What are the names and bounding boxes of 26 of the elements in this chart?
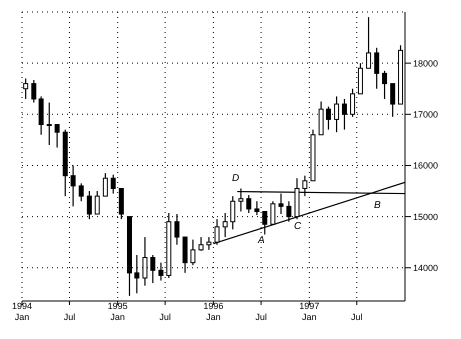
x-tick-label: Jul (64, 312, 76, 322)
annotation: A (258, 235, 265, 246)
candlestick (54, 124, 60, 148)
x-tick-label: 1997 Jan (299, 301, 320, 322)
x-tick-label: Jul (159, 312, 171, 322)
x-tick-label: 1994 Jan (12, 301, 32, 322)
x-tick-label: Jul (255, 312, 267, 322)
y-tick-label: 18000 (413, 58, 438, 68)
candlestick (31, 79, 36, 104)
y-tick-label: 17000 (413, 109, 438, 120)
candlestick (198, 236, 204, 252)
candlestick (78, 182, 84, 202)
y-tick-label: 14000 (413, 262, 438, 273)
candlestick (246, 194, 252, 214)
y-tick-label: 15000 (413, 212, 438, 222)
x-tick-label: Jul (351, 312, 363, 322)
annotation: D (232, 173, 240, 184)
candlestick (102, 172, 108, 197)
y-tick-label: 16000 (413, 160, 438, 171)
x-tick-label: 1995 Jan (108, 301, 128, 322)
candlestick (390, 83, 396, 118)
x-tick-label: 1996 Jan (203, 301, 224, 322)
candlestick (190, 239, 196, 266)
annotation: B (374, 200, 381, 211)
candlestick (382, 70, 388, 100)
annotation: C (294, 221, 302, 232)
